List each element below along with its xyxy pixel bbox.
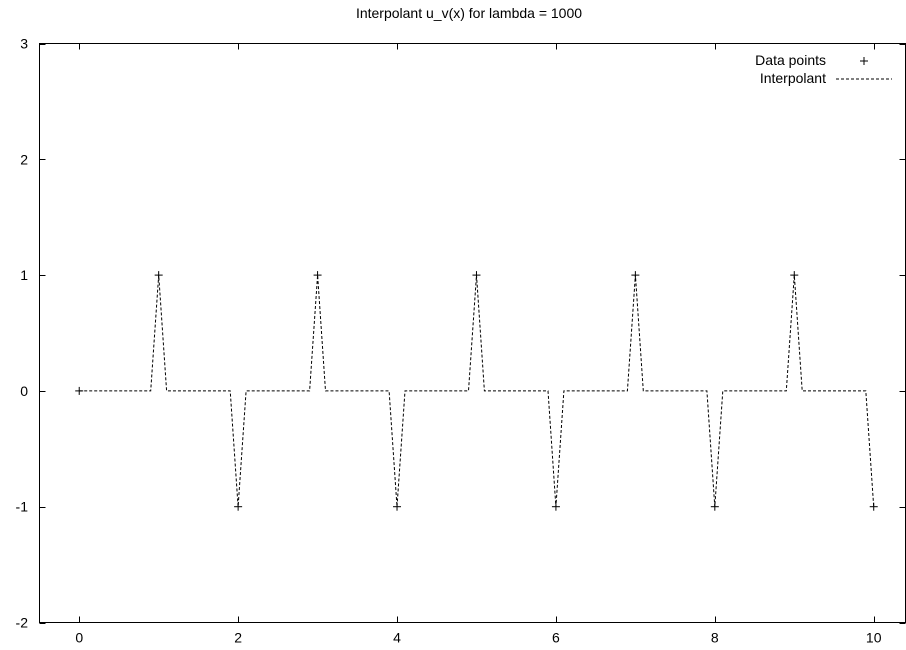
y-tick-label: 0 <box>20 383 28 399</box>
chart-title: Interpolant u_v(x) for lambda = 1000 <box>356 5 582 21</box>
x-tick-label: 4 <box>393 630 401 646</box>
legend: Data points Interpolant <box>755 52 892 86</box>
y-tick-label: 2 <box>20 151 28 167</box>
x-tick-label: 6 <box>552 630 560 646</box>
data-point-marker <box>75 386 84 395</box>
y-tick-label: 3 <box>20 36 28 52</box>
data-point-marker <box>472 271 481 280</box>
data-point-marker <box>393 502 402 511</box>
data-point-marker <box>710 502 719 511</box>
data-point-marker <box>154 271 163 280</box>
y-tick-label: 1 <box>20 267 28 283</box>
x-tick-label: 2 <box>234 630 242 646</box>
legend-label-data-points: Data points <box>755 52 826 68</box>
data-point-marker <box>551 502 560 511</box>
y-tick-label: -2 <box>16 615 29 631</box>
series-layer <box>75 271 878 511</box>
interpolant-line <box>79 275 875 507</box>
legend-label-interpolant: Interpolant <box>760 70 826 86</box>
data-point-marker <box>631 271 640 280</box>
data-point-marker <box>313 271 322 280</box>
data-point-marker <box>790 271 799 280</box>
x-tick-label: 10 <box>866 630 882 646</box>
data-point-marker <box>869 502 878 511</box>
x-tick-label: 0 <box>75 630 83 646</box>
y-tick-label: -1 <box>16 499 29 515</box>
data-point-marker <box>234 502 243 511</box>
x-axis: 0 2 4 6 8 10 <box>75 43 882 646</box>
y-axis: -2 -1 0 1 2 3 <box>16 36 906 631</box>
x-tick-label: 8 <box>711 630 719 646</box>
